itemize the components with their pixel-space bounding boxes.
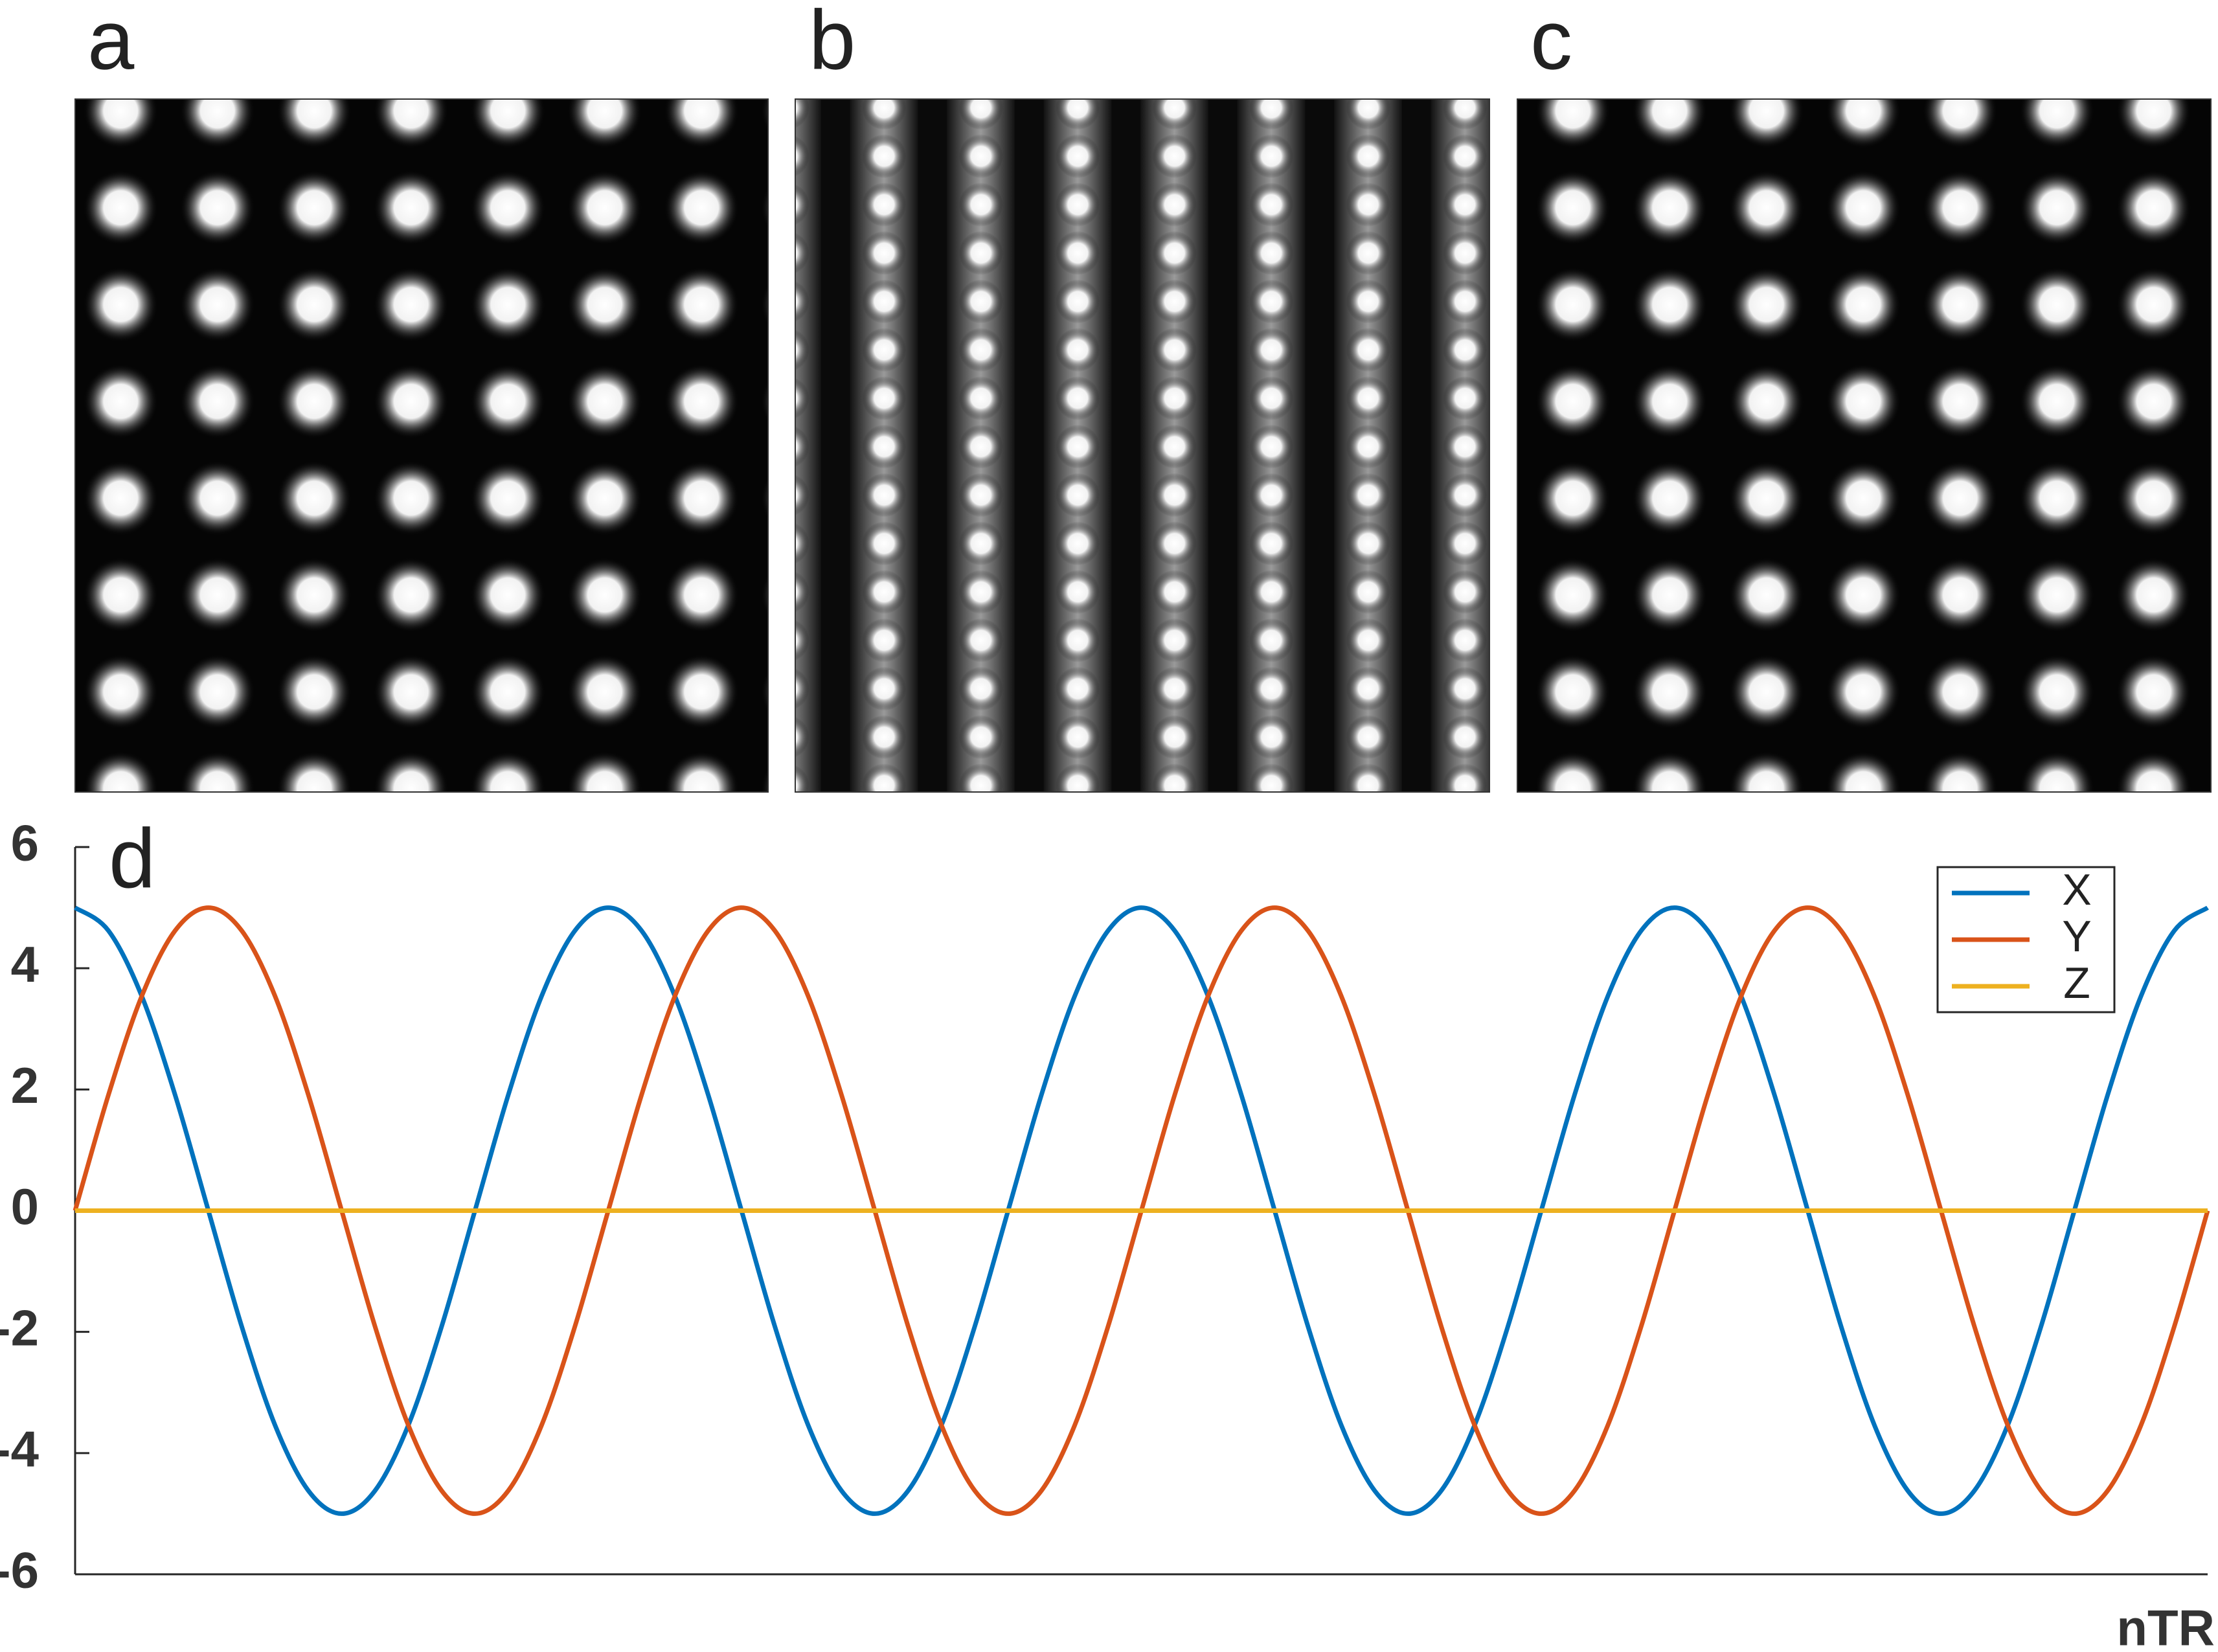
y-tick-label: -6 (0, 1542, 39, 1599)
lattice-image (795, 98, 1490, 793)
y-tick-label: 0 (11, 1178, 39, 1235)
lattice-image (1517, 98, 2212, 793)
y-tick-label: 2 (11, 1057, 39, 1114)
y-tick-label: 6 (11, 815, 39, 872)
legend-label: Y (2062, 912, 2091, 961)
y-tick-label: -2 (0, 1299, 39, 1356)
y-tick-label: -4 (0, 1420, 39, 1477)
panel-label: d (109, 811, 155, 905)
lattice-image (74, 98, 769, 793)
x-axis-label: nTR (2116, 1600, 2215, 1652)
y-tick-label: 4 (11, 936, 39, 993)
panel-label: b (809, 0, 855, 87)
plot: -6 -4 -2 0 2 4 6 d nTR XYZ (0, 811, 2215, 1652)
data-line (74, 905, 2209, 1516)
legend-label: Z (2063, 958, 2090, 1008)
panel-label: a (87, 0, 135, 87)
panel-label: c (1530, 0, 1572, 87)
legend-label: X (2062, 865, 2091, 914)
